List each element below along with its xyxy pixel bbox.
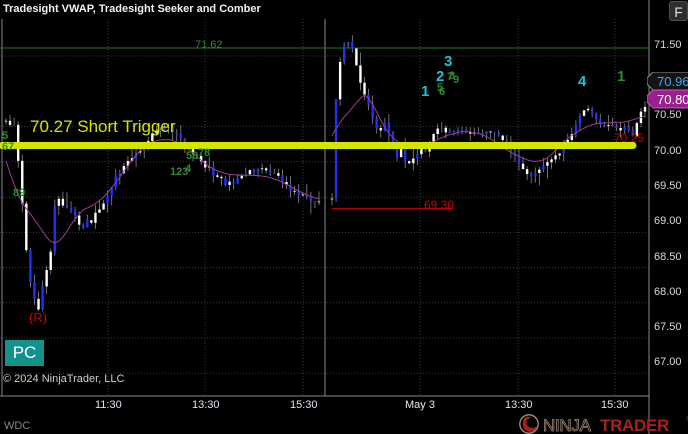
svg-text:70.96: 70.96 [657,74,688,89]
svg-text:70.80: 70.80 [657,92,688,107]
svg-text:TRADER: TRADER [600,416,669,434]
svg-text:NINJA: NINJA [543,416,592,434]
